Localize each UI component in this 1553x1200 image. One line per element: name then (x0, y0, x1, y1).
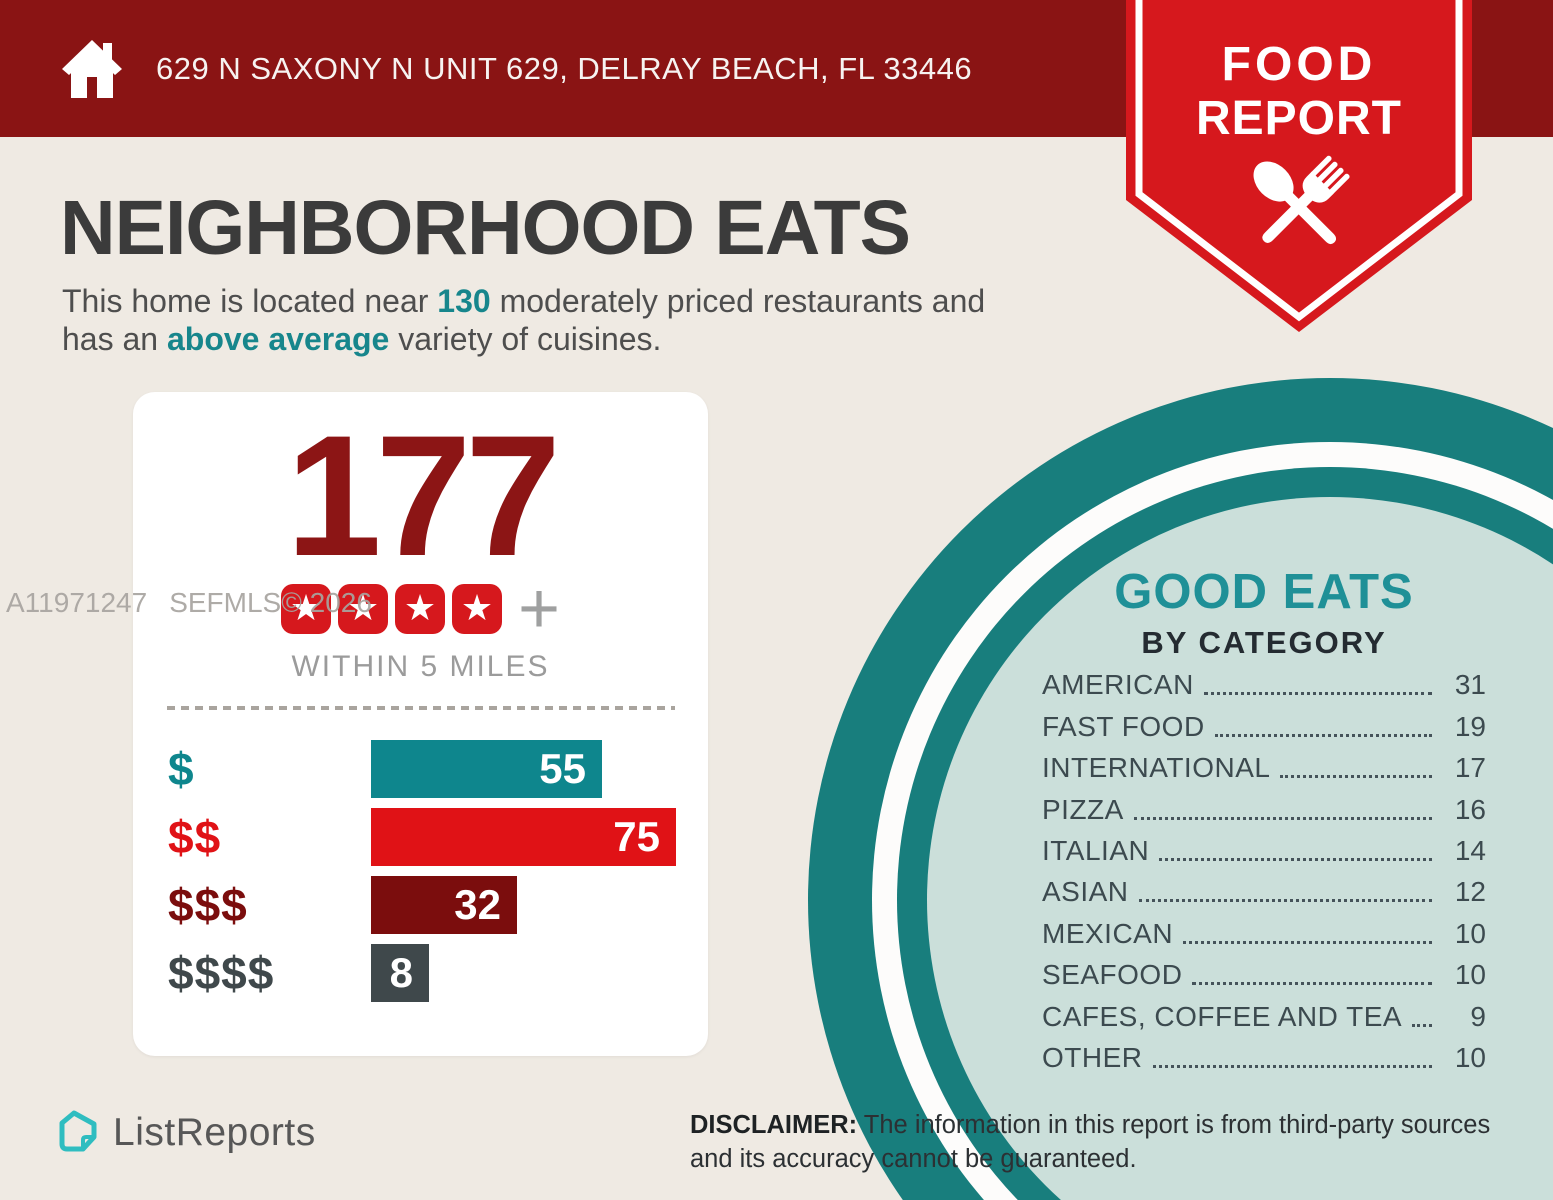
listreports-house-icon (59, 1110, 97, 1152)
dotted-leader (1280, 775, 1432, 779)
star-icon: ★ (394, 584, 445, 634)
category-value: 10 (1454, 959, 1486, 991)
category-row: OTHER 10 (1042, 1037, 1486, 1078)
dotted-leader (1159, 857, 1432, 861)
category-row: SEAFOOD 10 (1042, 954, 1486, 995)
price-tier-label: $$$ (168, 879, 248, 931)
variety-highlight: above average (166, 321, 390, 357)
category-label: AMERICAN (1042, 669, 1194, 701)
plus-icon: + (517, 569, 561, 649)
price-bar: 55 (371, 740, 602, 798)
dotted-leader (1138, 899, 1432, 903)
star-icon: ★ (280, 584, 331, 634)
category-label: ITALIAN (1042, 834, 1150, 866)
price-bar: 32 (371, 876, 517, 934)
category-value: 14 (1454, 834, 1486, 866)
category-value: 10 (1454, 917, 1486, 949)
category-row: ITALIAN 14 (1042, 830, 1486, 871)
price-bar-row: $$ 75 (168, 808, 688, 866)
star-icon: ★ (337, 584, 388, 634)
mls-id: A11971247 (6, 587, 148, 618)
ribbon-title-report: REPORT (1195, 92, 1402, 145)
category-row: FAST FOOD 19 (1042, 705, 1486, 746)
price-bar-row: $$$$ 8 (168, 944, 688, 1002)
price-bar: 75 (371, 808, 676, 866)
intro-line2-pre: has an (62, 321, 167, 357)
star-icons: ★ ★ ★ ★ (280, 584, 502, 634)
category-value: 19 (1454, 710, 1486, 742)
food-report-ribbon: FOOD REPORT (1126, 0, 1472, 332)
star-icon: ★ (451, 584, 502, 634)
category-value: 31 (1454, 669, 1486, 701)
category-label: OTHER (1042, 1041, 1143, 1073)
radius-note: WITHIN 5 MILES (291, 650, 550, 683)
good-eats-header: GOOD EATS BY CATEGORY (1042, 564, 1486, 661)
mls-watermark: A11971247 SEFMLS© 2026 (6, 587, 372, 619)
intro-text: This home is located near 130 moderately… (62, 282, 1102, 358)
total-restaurant-count: 177 (286, 400, 561, 592)
price-tier-label: $ (168, 743, 195, 795)
ribbon-title: FOOD REPORT (1126, 38, 1472, 146)
category-label: ASIAN (1042, 876, 1129, 908)
category-label: MEXICAN (1042, 917, 1174, 949)
dotted-leader (1214, 733, 1432, 737)
category-row: AMERICAN 31 (1042, 664, 1486, 705)
star-rating-row: ★ ★ ★ ★ + (133, 569, 708, 649)
price-bar-row: $55 (168, 740, 688, 798)
disclaimer-label: DISCLAIMER: (690, 1111, 858, 1139)
dotted-leader (1133, 816, 1432, 820)
category-row: ASIAN 12 (1042, 871, 1486, 912)
price-bar-value: 75 (613, 813, 660, 860)
intro-line1-post: moderately priced restaurants and (490, 283, 986, 319)
category-label: SEAFOOD (1042, 959, 1183, 991)
dashed-divider (167, 706, 675, 710)
cuisine-category-list: AMERICAN 31 FAST FOOD 19 INTERNATIONAL 17 PIZZ… (1042, 664, 1486, 1078)
intro-line1-pre: This home is located near (62, 283, 438, 319)
home-icon (62, 39, 122, 98)
category-value: 10 (1454, 1041, 1486, 1073)
dotted-leader (1203, 692, 1432, 696)
brand-name: ListReports (113, 1111, 316, 1154)
category-label: INTERNATIONAL (1042, 752, 1271, 784)
restaurant-count: 130 (437, 283, 491, 319)
category-row: PIZZA 16 (1042, 788, 1486, 829)
category-row: MEXICAN 10 (1042, 912, 1486, 953)
price-bar-value: 32 (454, 881, 501, 928)
property-address: 629 N SAXONY N UNIT 629, DELRAY BEACH, F… (156, 50, 973, 86)
price-bar: 8 (371, 944, 429, 1002)
price-level-bar-chart: $55 $$ 75 $$$ 32 $$$$ 8 (168, 740, 688, 1012)
dotted-leader (1192, 982, 1432, 986)
dotted-leader (1412, 1023, 1432, 1027)
disclaimer-body: The information in this report is from t… (690, 1111, 1491, 1173)
intro-line2-post: variety of cuisines. (389, 321, 662, 357)
ribbon-banner-shape (1126, 0, 1472, 332)
mls-attribution: SEFMLS© 2026 (169, 587, 372, 618)
price-bar-value: 55 (539, 745, 586, 792)
dotted-leader (1183, 940, 1432, 944)
ribbon-title-food: FOOD (1221, 38, 1377, 91)
dotted-leader (1152, 1064, 1432, 1068)
category-label: CAFES, COFFEE AND TEA (1042, 1000, 1403, 1032)
category-value: 12 (1454, 876, 1486, 908)
listreports-logo: ListReports (58, 1110, 316, 1156)
crossed-spoon-fork-icon (1253, 155, 1350, 245)
price-tier-label: $$$$ (168, 947, 275, 999)
category-value: 9 (1470, 1000, 1486, 1032)
restaurant-stats-card: 177 ★ ★ ★ ★ + WITHIN 5 MILES $55 $$ 75 $$$ 32 $$… (133, 392, 708, 1056)
page-title: NEIGHBORHOOD EATS (60, 185, 911, 271)
good-eats-subtitle: BY CATEGORY (1141, 625, 1387, 660)
price-tier-label: $$ (168, 811, 222, 863)
category-value: 17 (1454, 752, 1486, 784)
category-value: 16 (1454, 793, 1486, 825)
price-bar-value: 8 (389, 949, 413, 996)
category-label: PIZZA (1042, 793, 1124, 825)
category-label: FAST FOOD (1042, 710, 1205, 742)
category-row: CAFES, COFFEE AND TEA 9 (1042, 995, 1486, 1036)
disclaimer-text: DISCLAIMER: The information in this repo… (690, 1108, 1520, 1176)
price-bar-row: $$$ 32 (168, 876, 688, 934)
category-row: INTERNATIONAL 17 (1042, 747, 1486, 788)
good-eats-title: GOOD EATS (1114, 565, 1414, 619)
